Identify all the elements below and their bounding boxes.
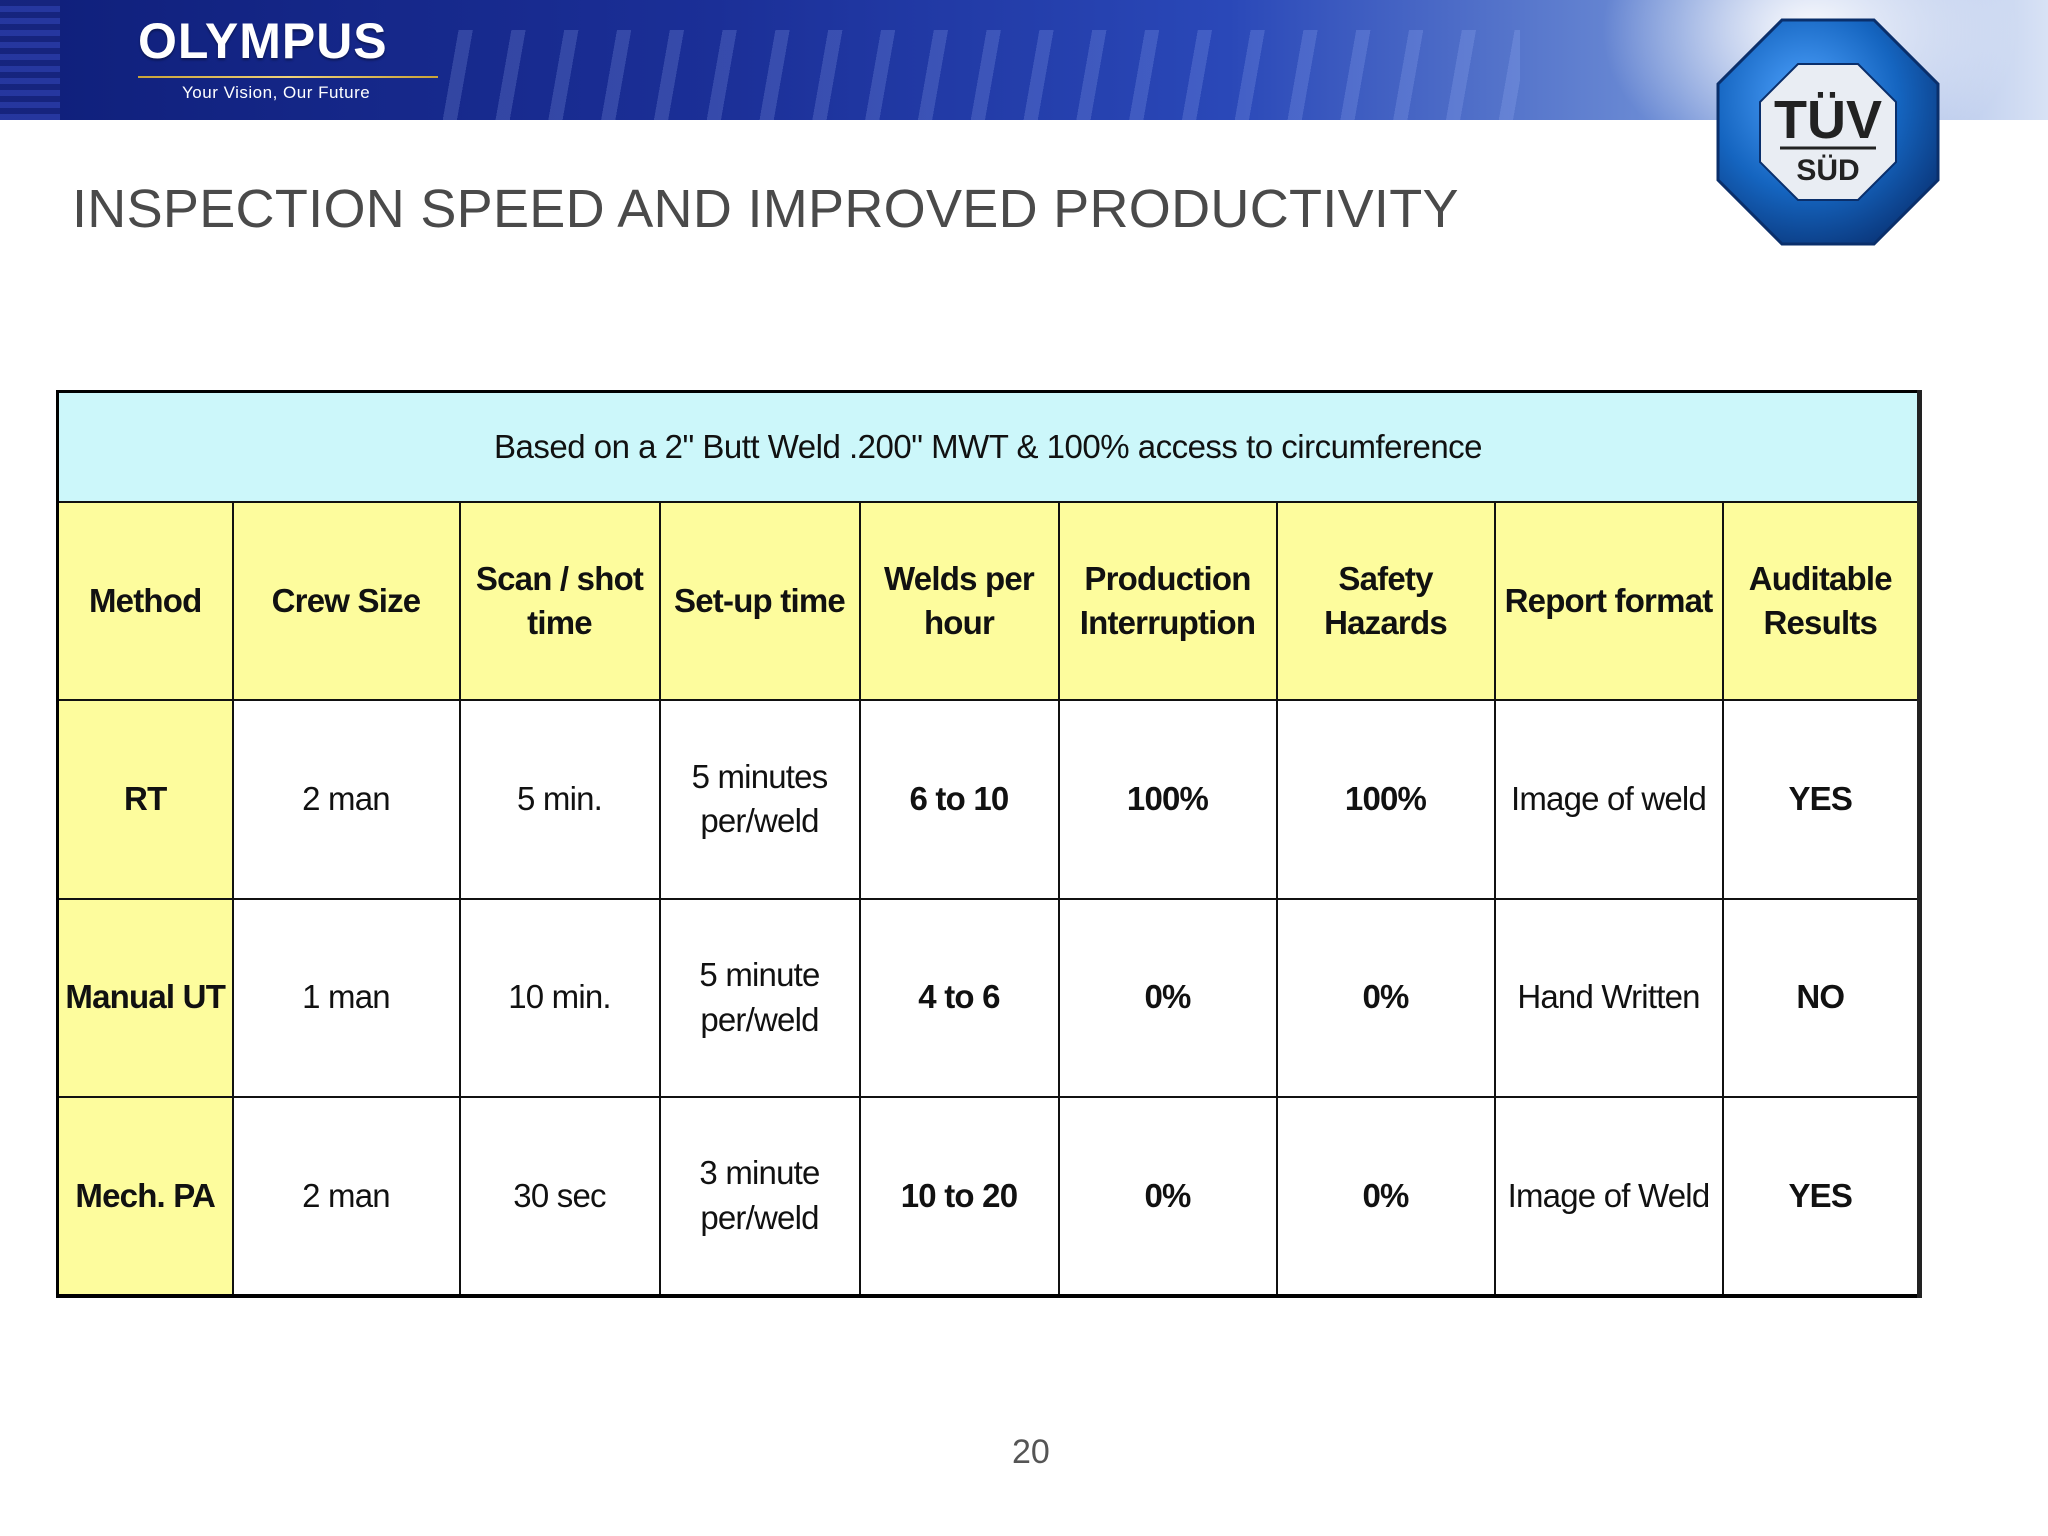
cell-crew-size: 2 man (231, 1095, 461, 1298)
cell-safety-hazards: 0% (1275, 897, 1496, 1098)
cell-scan-time: 5 min. (458, 699, 661, 900)
cell-setup-time: 5 minutes per/weld (658, 699, 861, 900)
col-header-setup-time: Set-up time (658, 501, 861, 702)
cell-welds-per-hour: 4 to 6 (858, 897, 1060, 1098)
olympus-logo: OLYMPUS (138, 13, 388, 69)
cell-production-interruption: 100% (1057, 699, 1278, 900)
comparison-table: Based on a 2" Butt Weld .200" MWT & 100%… (56, 390, 1923, 1298)
cell-scan-time: 10 min. (458, 897, 661, 1098)
tuv-sud-badge: TÜV SÜD (1716, 18, 1940, 246)
table-row: RT 2 man 5 min. 5 minutes per/weld 6 to … (56, 699, 1921, 900)
table-caption: Based on a 2" Butt Weld .200" MWT & 100%… (56, 390, 1921, 504)
col-header-production-interruption: Production Interruption (1057, 501, 1278, 702)
cell-auditable-results: NO (1721, 897, 1921, 1098)
cell-safety-hazards: 0% (1275, 1095, 1496, 1298)
logo-tagline: Your Vision, Our Future (182, 83, 371, 102)
col-header-safety-hazards: Safety Hazards (1275, 501, 1496, 702)
col-header-scan-time: Scan / shot time (458, 501, 661, 702)
page-number: 20 (1012, 1433, 1050, 1471)
badge-text-tuv: TÜV (1774, 90, 1882, 150)
col-header-crew-size: Crew Size (231, 501, 461, 702)
badge-inner-octagon (1759, 63, 1897, 201)
cell-crew-size: 1 man (231, 897, 461, 1098)
cell-method: Manual UT (56, 897, 234, 1098)
circuit-decoration (0, 0, 60, 120)
header-row: Method Crew Size Scan / shot time Set-up… (56, 501, 1921, 702)
cell-report-format: Hand Written (1493, 897, 1724, 1098)
tagline-underline (138, 76, 438, 78)
col-header-auditable-results: Auditable Results (1721, 501, 1921, 702)
cell-safety-hazards: 100% (1275, 699, 1496, 900)
cell-auditable-results: YES (1721, 699, 1921, 900)
cell-production-interruption: 0% (1057, 1095, 1278, 1298)
cell-setup-time: 3 minute per/weld (658, 1095, 861, 1298)
badge-text-sud: SÜD (1796, 154, 1859, 187)
cell-crew-size: 2 man (231, 699, 461, 900)
banner-streaks (420, 30, 1520, 120)
cell-report-format: Image of Weld (1493, 1095, 1724, 1298)
cell-method: Mech. PA (56, 1095, 234, 1298)
cell-scan-time: 30 sec (458, 1095, 661, 1298)
cell-setup-time: 5 minute per/weld (658, 897, 861, 1098)
cell-welds-per-hour: 10 to 20 (858, 1095, 1060, 1298)
col-header-method: Method (56, 501, 234, 702)
table-row: Manual UT 1 man 10 min. 5 minute per/wel… (56, 897, 1921, 1098)
col-header-welds-per-hour: Welds per hour (858, 501, 1060, 702)
cell-welds-per-hour: 6 to 10 (858, 699, 1060, 900)
cell-method: RT (56, 699, 234, 900)
table-row: Mech. PA 2 man 30 sec 3 minute per/weld … (56, 1095, 1921, 1298)
cell-auditable-results: YES (1721, 1095, 1921, 1298)
cell-report-format: Image of weld (1493, 699, 1724, 900)
cell-production-interruption: 0% (1057, 897, 1278, 1098)
slide-title: INSPECTION SPEED AND IMPROVED PRODUCTIVI… (72, 179, 1459, 239)
col-header-report-format: Report format (1493, 501, 1724, 702)
